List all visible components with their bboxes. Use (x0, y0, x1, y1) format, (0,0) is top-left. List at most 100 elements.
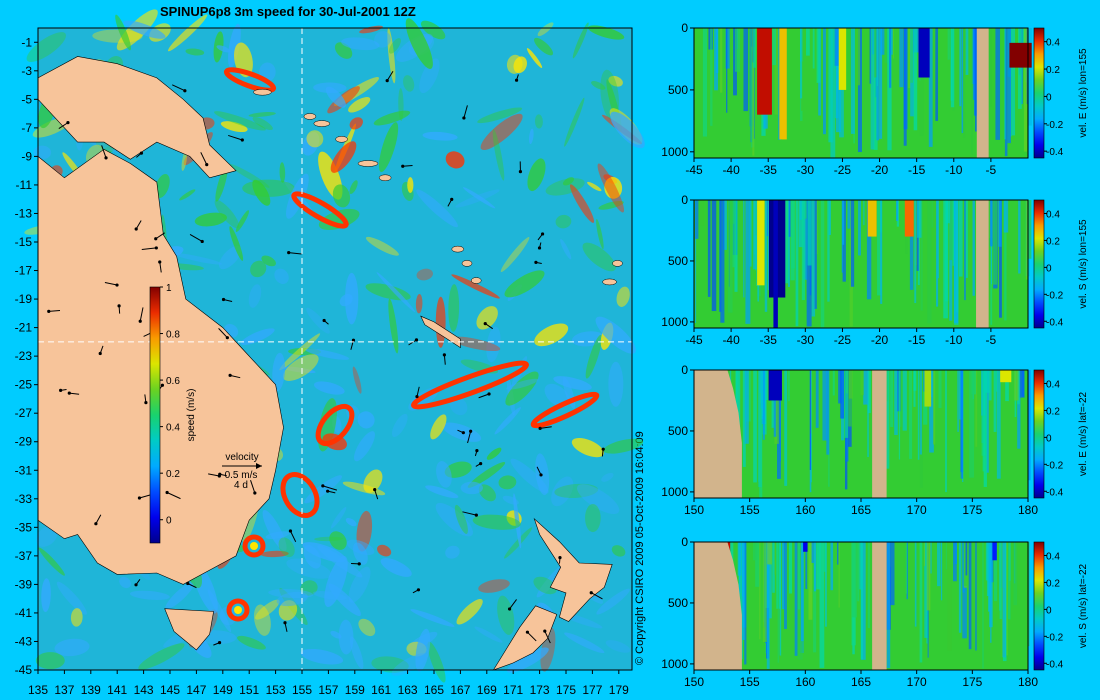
velocity-arrow (463, 105, 468, 119)
speed-streak (551, 476, 574, 507)
section-colorbar-tick-label: -0.4 (1046, 659, 1064, 670)
speed-streak (353, 431, 375, 462)
speed-streak (603, 438, 644, 454)
velocity-arrow (478, 393, 490, 399)
velocity-stripe (814, 200, 817, 309)
velocity-stripe (987, 28, 992, 108)
jet-streak (291, 191, 349, 229)
velocity-arrowhead (287, 251, 291, 255)
map-y-tick-label: -7 (21, 121, 32, 135)
velocity-stripe (873, 28, 878, 150)
speed-streak (388, 38, 401, 54)
velocity-arrowhead (144, 401, 148, 405)
velocity-arrowhead (507, 607, 512, 611)
velocity-arrow (540, 426, 552, 429)
speed-streak (608, 361, 624, 407)
velocity-arrow (467, 431, 472, 444)
velocity-stripe (1007, 28, 1011, 144)
section-continental-shelf (694, 370, 742, 498)
island (612, 260, 623, 267)
velocity-stripe (762, 370, 765, 440)
velocity-stripe (738, 542, 743, 660)
velocity-stripe (1023, 28, 1028, 152)
speed-streak (260, 550, 289, 558)
velocity-stripe (888, 370, 891, 401)
velocity-stripe (745, 200, 751, 324)
map-y-tick-label: -43 (15, 634, 33, 648)
velocity-arrowhead (66, 121, 70, 125)
section-x-tick-label: -45 (685, 333, 703, 347)
velocity-stripe (743, 28, 749, 112)
velocity-arrowhead (415, 394, 419, 399)
velocity-stripe (777, 542, 780, 663)
velocity-stripe (969, 370, 975, 478)
velocity-arrowhead (115, 283, 119, 287)
velocity-stripe (866, 200, 872, 300)
section-x-tick-label: 170 (907, 675, 927, 689)
velocity-stripe (850, 200, 855, 287)
speed-streak (410, 609, 455, 627)
speed-streak (373, 110, 411, 126)
speed-streak (598, 200, 624, 210)
speed-streak (596, 218, 604, 250)
velocity-stripe (885, 370, 890, 469)
velocity-stripe (742, 370, 746, 467)
velocity-stripe (910, 28, 913, 83)
map-y-tick-label: -45 (15, 663, 33, 677)
velocity-stripe (859, 542, 862, 590)
speed-streak (505, 378, 539, 390)
velocity-arrowhead (321, 484, 325, 488)
velocity-stripe (764, 200, 768, 312)
section-x-tick-label: 155 (740, 675, 760, 689)
map-frame (37, 27, 633, 671)
velocity-stripe (725, 28, 730, 69)
speed-streak (300, 648, 344, 665)
velocity-arrowhead (154, 246, 158, 250)
velocity-arrowhead (165, 490, 169, 495)
velocity-stripe (886, 370, 888, 402)
speed-streak (281, 366, 316, 374)
section-x-tick-label: 175 (962, 503, 982, 517)
section-x-tick-label: -40 (722, 163, 740, 177)
speed-streak (235, 210, 250, 232)
velocity-stripe (812, 28, 815, 69)
map-y-tick-label: -41 (15, 606, 33, 620)
map-x-tick-label: 151 (239, 683, 259, 697)
velocity-stripe (720, 28, 723, 93)
speed-streak (597, 163, 625, 213)
island (451, 245, 465, 253)
velocity-stripe (926, 542, 931, 611)
velocity-arrow (228, 134, 243, 141)
speed-streak (416, 189, 458, 228)
velocity-arrowhead (487, 392, 491, 396)
speed-streak (486, 447, 502, 460)
velocity-arrow (218, 328, 228, 339)
section-x-tick-label: -40 (722, 333, 740, 347)
velocity-stripe (982, 542, 984, 669)
speed-streak (450, 336, 501, 352)
speed-streak (527, 158, 546, 192)
velocity-arrowhead (200, 239, 204, 244)
velocity-stripe (700, 200, 704, 226)
speed-streak (26, 32, 66, 62)
speed-streak (342, 481, 386, 496)
map-y-tick-label: -39 (15, 577, 33, 591)
speed-streak (571, 437, 604, 458)
velocity-arrowhead (539, 473, 543, 477)
velocity-arrow (250, 480, 256, 494)
speed-streak (422, 131, 458, 141)
velocity-stripe (938, 370, 942, 408)
speed-streak (276, 591, 308, 607)
velocity-arrowhead (228, 373, 232, 377)
velocity-stripe (719, 200, 722, 312)
speed-streak (303, 545, 322, 569)
velocity-stripe (861, 542, 866, 660)
velocity-arrowhead (138, 319, 142, 323)
section-colorbar-tick-label: 0.4 (1046, 379, 1060, 390)
velocity-stripe (779, 542, 782, 656)
section-colorbar (1033, 199, 1045, 329)
velocity-stripe (988, 542, 990, 612)
speed-streak (181, 149, 188, 171)
speed-streak (138, 643, 185, 670)
velocity-stripe (813, 542, 817, 653)
